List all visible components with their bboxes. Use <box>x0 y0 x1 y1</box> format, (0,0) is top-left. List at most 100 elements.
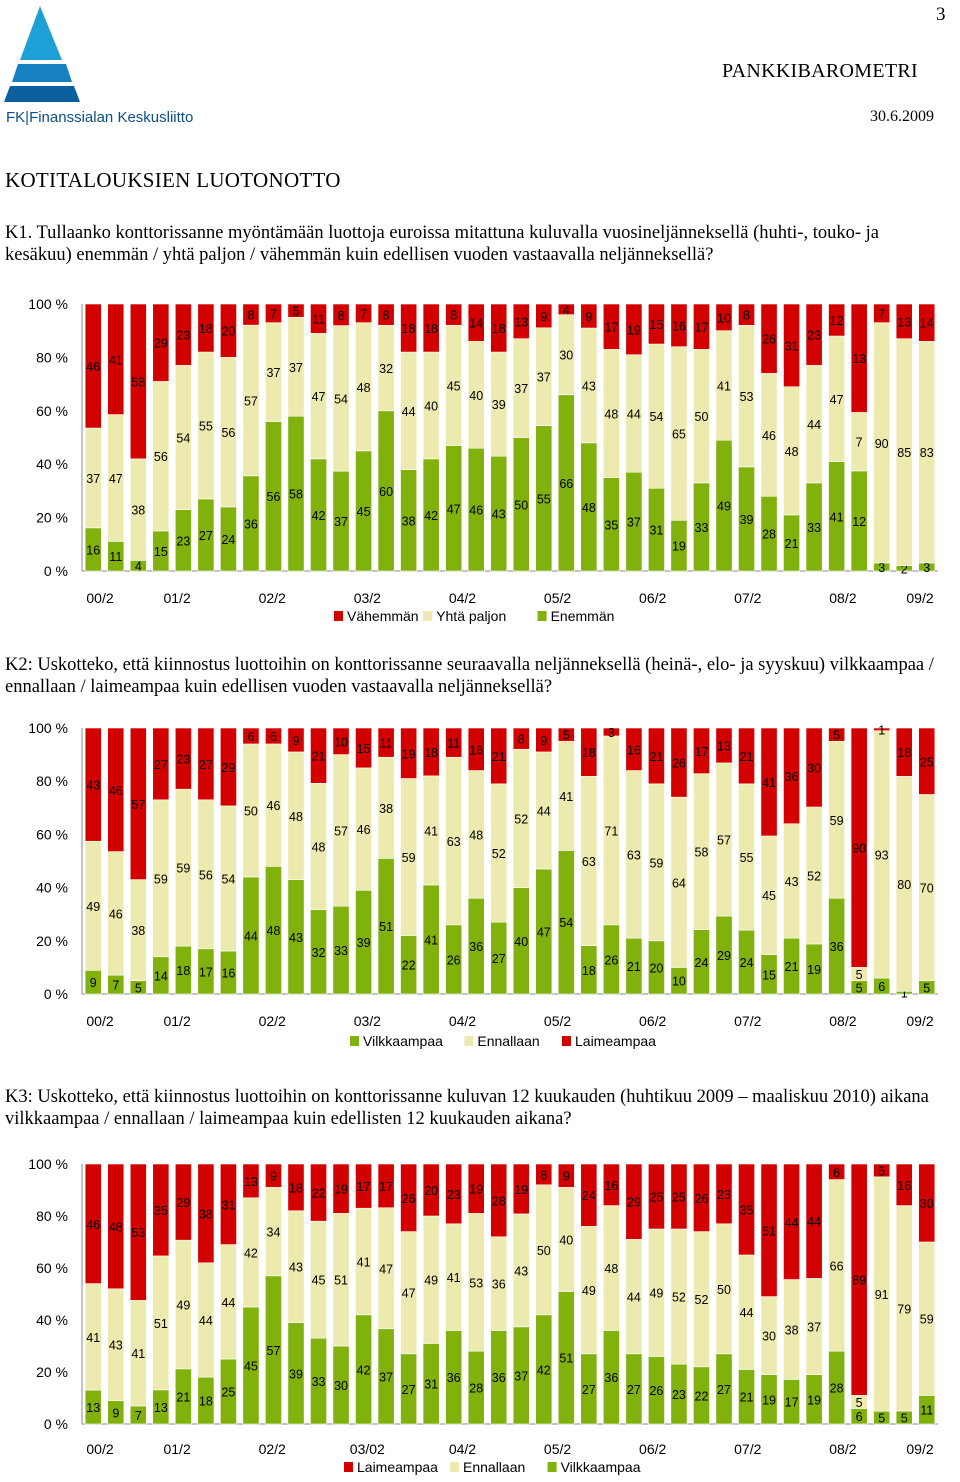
data-label-red: 35 <box>154 1204 168 1218</box>
data-label-yellow: 43 <box>289 1261 303 1275</box>
bar-segment-red <box>670 727 688 798</box>
data-label-red: 23 <box>717 1188 731 1202</box>
data-label-yellow: 42 <box>244 1246 258 1260</box>
bar-segment-red <box>400 727 418 779</box>
bar-segment-red <box>310 1163 327 1222</box>
data-label-yellow: 38 <box>131 504 145 518</box>
data-label-yellow: 63 <box>627 848 641 862</box>
x-tick-label: 01/2 <box>163 590 190 606</box>
bar-segment-red <box>715 727 733 764</box>
bar-segment-red <box>129 727 147 880</box>
data-label-green: 21 <box>176 1390 190 1404</box>
data-label-green: 27 <box>402 1383 416 1397</box>
data-label-yellow: 59 <box>920 1313 934 1327</box>
data-label-yellow: 58 <box>695 846 709 860</box>
x-tick-label: 01/2 <box>163 1013 190 1029</box>
x-tick-label: 02/2 <box>259 1013 286 1029</box>
data-label-red: 13 <box>852 352 866 366</box>
bar-segment-red <box>738 727 755 785</box>
data-label-green: 50 <box>514 498 528 512</box>
x-tick-label: 05/2 <box>544 1013 571 1029</box>
data-label-green: 44 <box>244 929 258 943</box>
data-label-red: 43 <box>86 779 100 793</box>
data-label-yellow: 59 <box>154 872 168 886</box>
bar-segment-red <box>355 727 372 769</box>
data-label-yellow: 41 <box>131 1347 145 1361</box>
data-label-red: 29 <box>154 337 168 351</box>
bar-segment-red <box>197 727 215 801</box>
data-label-green: 27 <box>582 1383 596 1397</box>
data-label-yellow: 44 <box>402 405 416 419</box>
data-label-yellow: 5 <box>856 1396 863 1410</box>
bar-segment-red <box>760 1163 778 1297</box>
data-label-red: 8 <box>743 309 750 323</box>
data-label-yellow: 30 <box>559 349 573 363</box>
data-label-red: 31 <box>221 1198 235 1212</box>
data-label-green: 4 <box>135 560 142 574</box>
bar-segment-red <box>129 303 147 460</box>
bar-segment-red <box>648 303 665 345</box>
x-tick-label: 02/2 <box>259 590 286 606</box>
data-label-yellow: 52 <box>514 812 528 826</box>
data-label-yellow: 45 <box>447 379 461 393</box>
brand-title: PANKKIBAROMETRI <box>722 60 919 82</box>
data-label-red: 6 <box>270 730 277 744</box>
data-label-yellow: 44 <box>627 1291 641 1305</box>
data-label-red: 23 <box>176 329 190 343</box>
bar-segment-red <box>738 303 755 326</box>
data-label-yellow: 63 <box>447 835 461 849</box>
data-label-red: 19 <box>469 1183 483 1197</box>
bar-segment-red <box>512 303 530 340</box>
bar-segment-red <box>602 303 620 350</box>
x-tick-label: 07/2 <box>734 1013 761 1029</box>
data-label-green: 15 <box>762 968 776 982</box>
data-label-red: 35 <box>740 1204 754 1218</box>
x-tick-label: 01/2 <box>163 1441 190 1457</box>
data-label-red: 20 <box>424 1184 438 1198</box>
data-label-green: 31 <box>424 1378 438 1392</box>
bar-segment-red <box>850 727 868 968</box>
y-tick-label: 0 % <box>44 1416 68 1432</box>
bar-segment-red <box>174 727 192 790</box>
data-label-yellow: 45 <box>762 889 776 903</box>
data-label-green: 15 <box>154 545 168 559</box>
data-label-red: 38 <box>199 1207 213 1221</box>
data-label-red: 4 <box>563 303 570 317</box>
data-label-red: 7 <box>360 307 367 321</box>
legend-swatch-red <box>334 611 343 621</box>
data-label-yellow: 38 <box>785 1323 799 1337</box>
data-label-green: 11 <box>920 1404 933 1418</box>
bar-segment-red <box>850 303 868 413</box>
data-label-green: 33 <box>695 521 709 535</box>
data-label-red: 9 <box>293 734 300 748</box>
data-label-yellow: 56 <box>221 426 235 440</box>
legend-swatch-green <box>547 1462 557 1472</box>
legend-swatch-green <box>350 1036 359 1046</box>
data-label-green: 60 <box>379 485 393 499</box>
bar-segment-red <box>602 727 620 737</box>
y-tick-label: 60 % <box>36 1260 68 1276</box>
data-label-red: 53 <box>131 1226 145 1240</box>
data-label-green: 17 <box>785 1396 799 1410</box>
data-label-green: 21 <box>785 537 799 551</box>
y-tick-label: 0 % <box>44 563 68 579</box>
data-label-green: 28 <box>469 1382 483 1396</box>
data-label-yellow: 46 <box>762 429 776 443</box>
data-label-red: 11 <box>447 737 460 751</box>
data-label-green: 12 <box>852 515 866 529</box>
bar-segment-red <box>535 1163 553 1186</box>
data-label-green: 5 <box>923 981 930 995</box>
data-label-yellow: 45 <box>312 1274 326 1288</box>
data-label-green: 46 <box>469 504 483 518</box>
bar-segment-red <box>467 303 485 342</box>
legend-swatch-yellow <box>450 1462 459 1472</box>
y-tick-label: 20 % <box>36 510 68 526</box>
data-label-red: 9 <box>540 734 547 748</box>
legend-label: Ennallaan <box>463 1459 525 1475</box>
data-label-green: 48 <box>582 501 596 515</box>
data-label-green: 13 <box>86 1401 100 1415</box>
y-tick-label: 0 % <box>44 986 68 1002</box>
data-label-red: 28 <box>492 1194 506 1208</box>
data-label-red: 13 <box>897 315 911 329</box>
data-label-green: 30 <box>334 1379 348 1393</box>
